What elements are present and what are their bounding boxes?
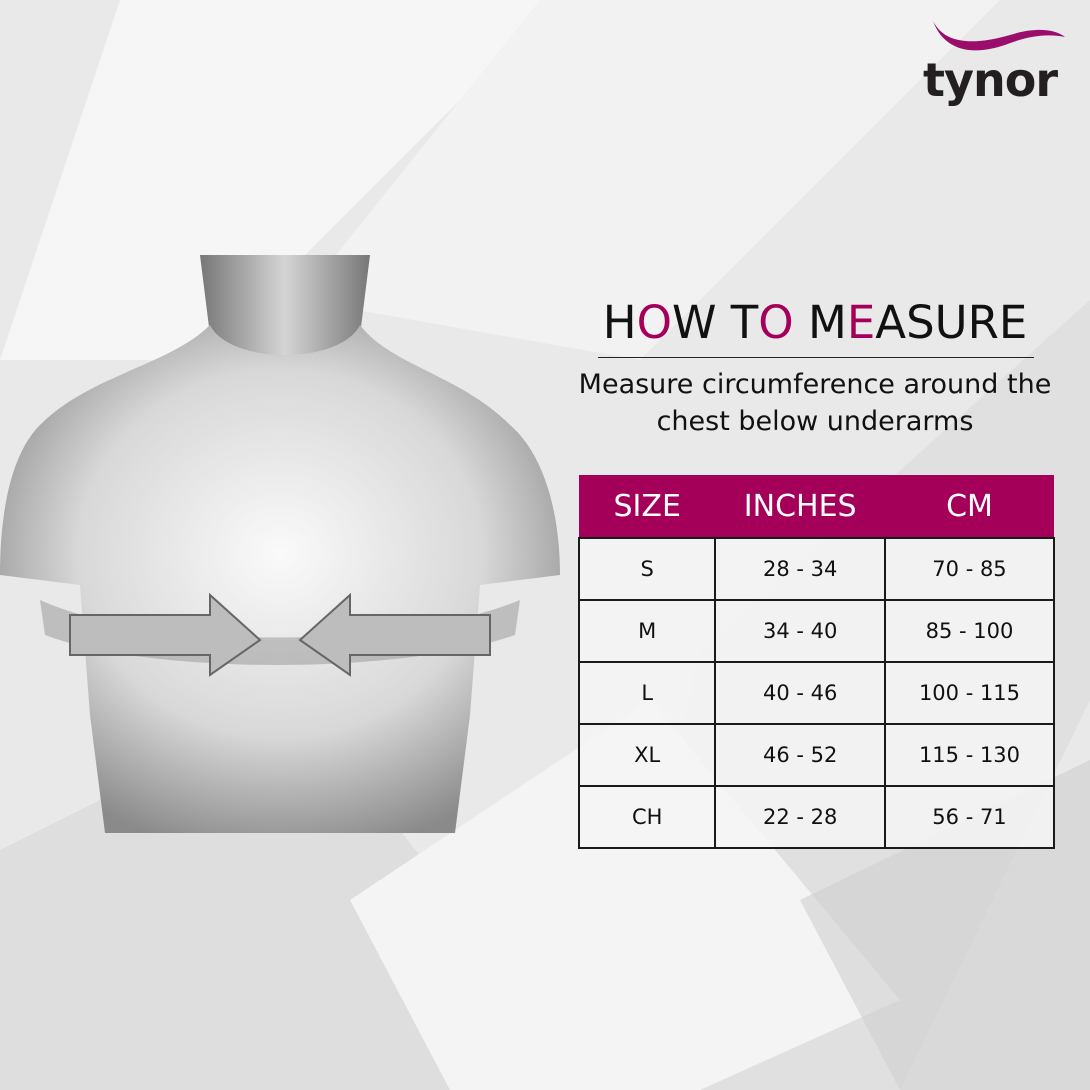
table-row: S 28 - 34 70 - 85 — [577, 537, 1056, 601]
logo-swoosh-icon — [933, 21, 1065, 51]
cm-cell: 56 - 71 — [883, 785, 1056, 849]
arrow-left-icon — [298, 592, 491, 677]
size-chart-table: SIZE INCHES CM S 28 - 34 70 - 85 M 34 - 40 8… — [577, 475, 1056, 849]
cm-cell: 70 - 85 — [883, 537, 1056, 601]
size-cell: M — [577, 599, 717, 663]
size-cell: L — [577, 661, 717, 725]
table-row: L 40 - 46 100 - 115 — [577, 661, 1056, 725]
size-cell: S — [577, 537, 717, 601]
inches-cell: 34 - 40 — [714, 599, 886, 663]
size-cell: CH — [577, 785, 717, 849]
page-title: HOW TO MEASURE — [602, 296, 1028, 349]
title-divider — [598, 357, 1034, 358]
inches-cell: 28 - 34 — [714, 537, 886, 601]
cm-cell: 85 - 100 — [883, 599, 1056, 663]
table-row: XL 46 - 52 115 - 130 — [577, 723, 1056, 787]
header-inches: INCHES — [715, 475, 885, 538]
inches-cell: 40 - 46 — [714, 661, 886, 725]
cm-cell: 100 - 115 — [883, 661, 1056, 725]
inches-cell: 46 - 52 — [714, 723, 886, 787]
header-size: SIZE — [579, 475, 716, 538]
table-row: CH 22 - 28 56 - 71 — [577, 785, 1056, 849]
cm-cell: 115 - 130 — [883, 723, 1056, 787]
table-header-row: SIZE INCHES CM — [579, 475, 1054, 538]
arrow-right-icon — [69, 592, 262, 677]
logo-text: tynor — [923, 53, 1058, 107]
torso-illustration — [0, 255, 560, 833]
table-row: M 34 - 40 85 - 100 — [577, 599, 1056, 663]
measure-instruction: Measure circumference around the chest be… — [578, 369, 1052, 437]
inches-cell: 22 - 28 — [714, 785, 886, 849]
tynor-logo: tynor — [915, 15, 1085, 107]
header-cm: CM — [884, 475, 1054, 538]
size-cell: XL — [577, 723, 717, 787]
